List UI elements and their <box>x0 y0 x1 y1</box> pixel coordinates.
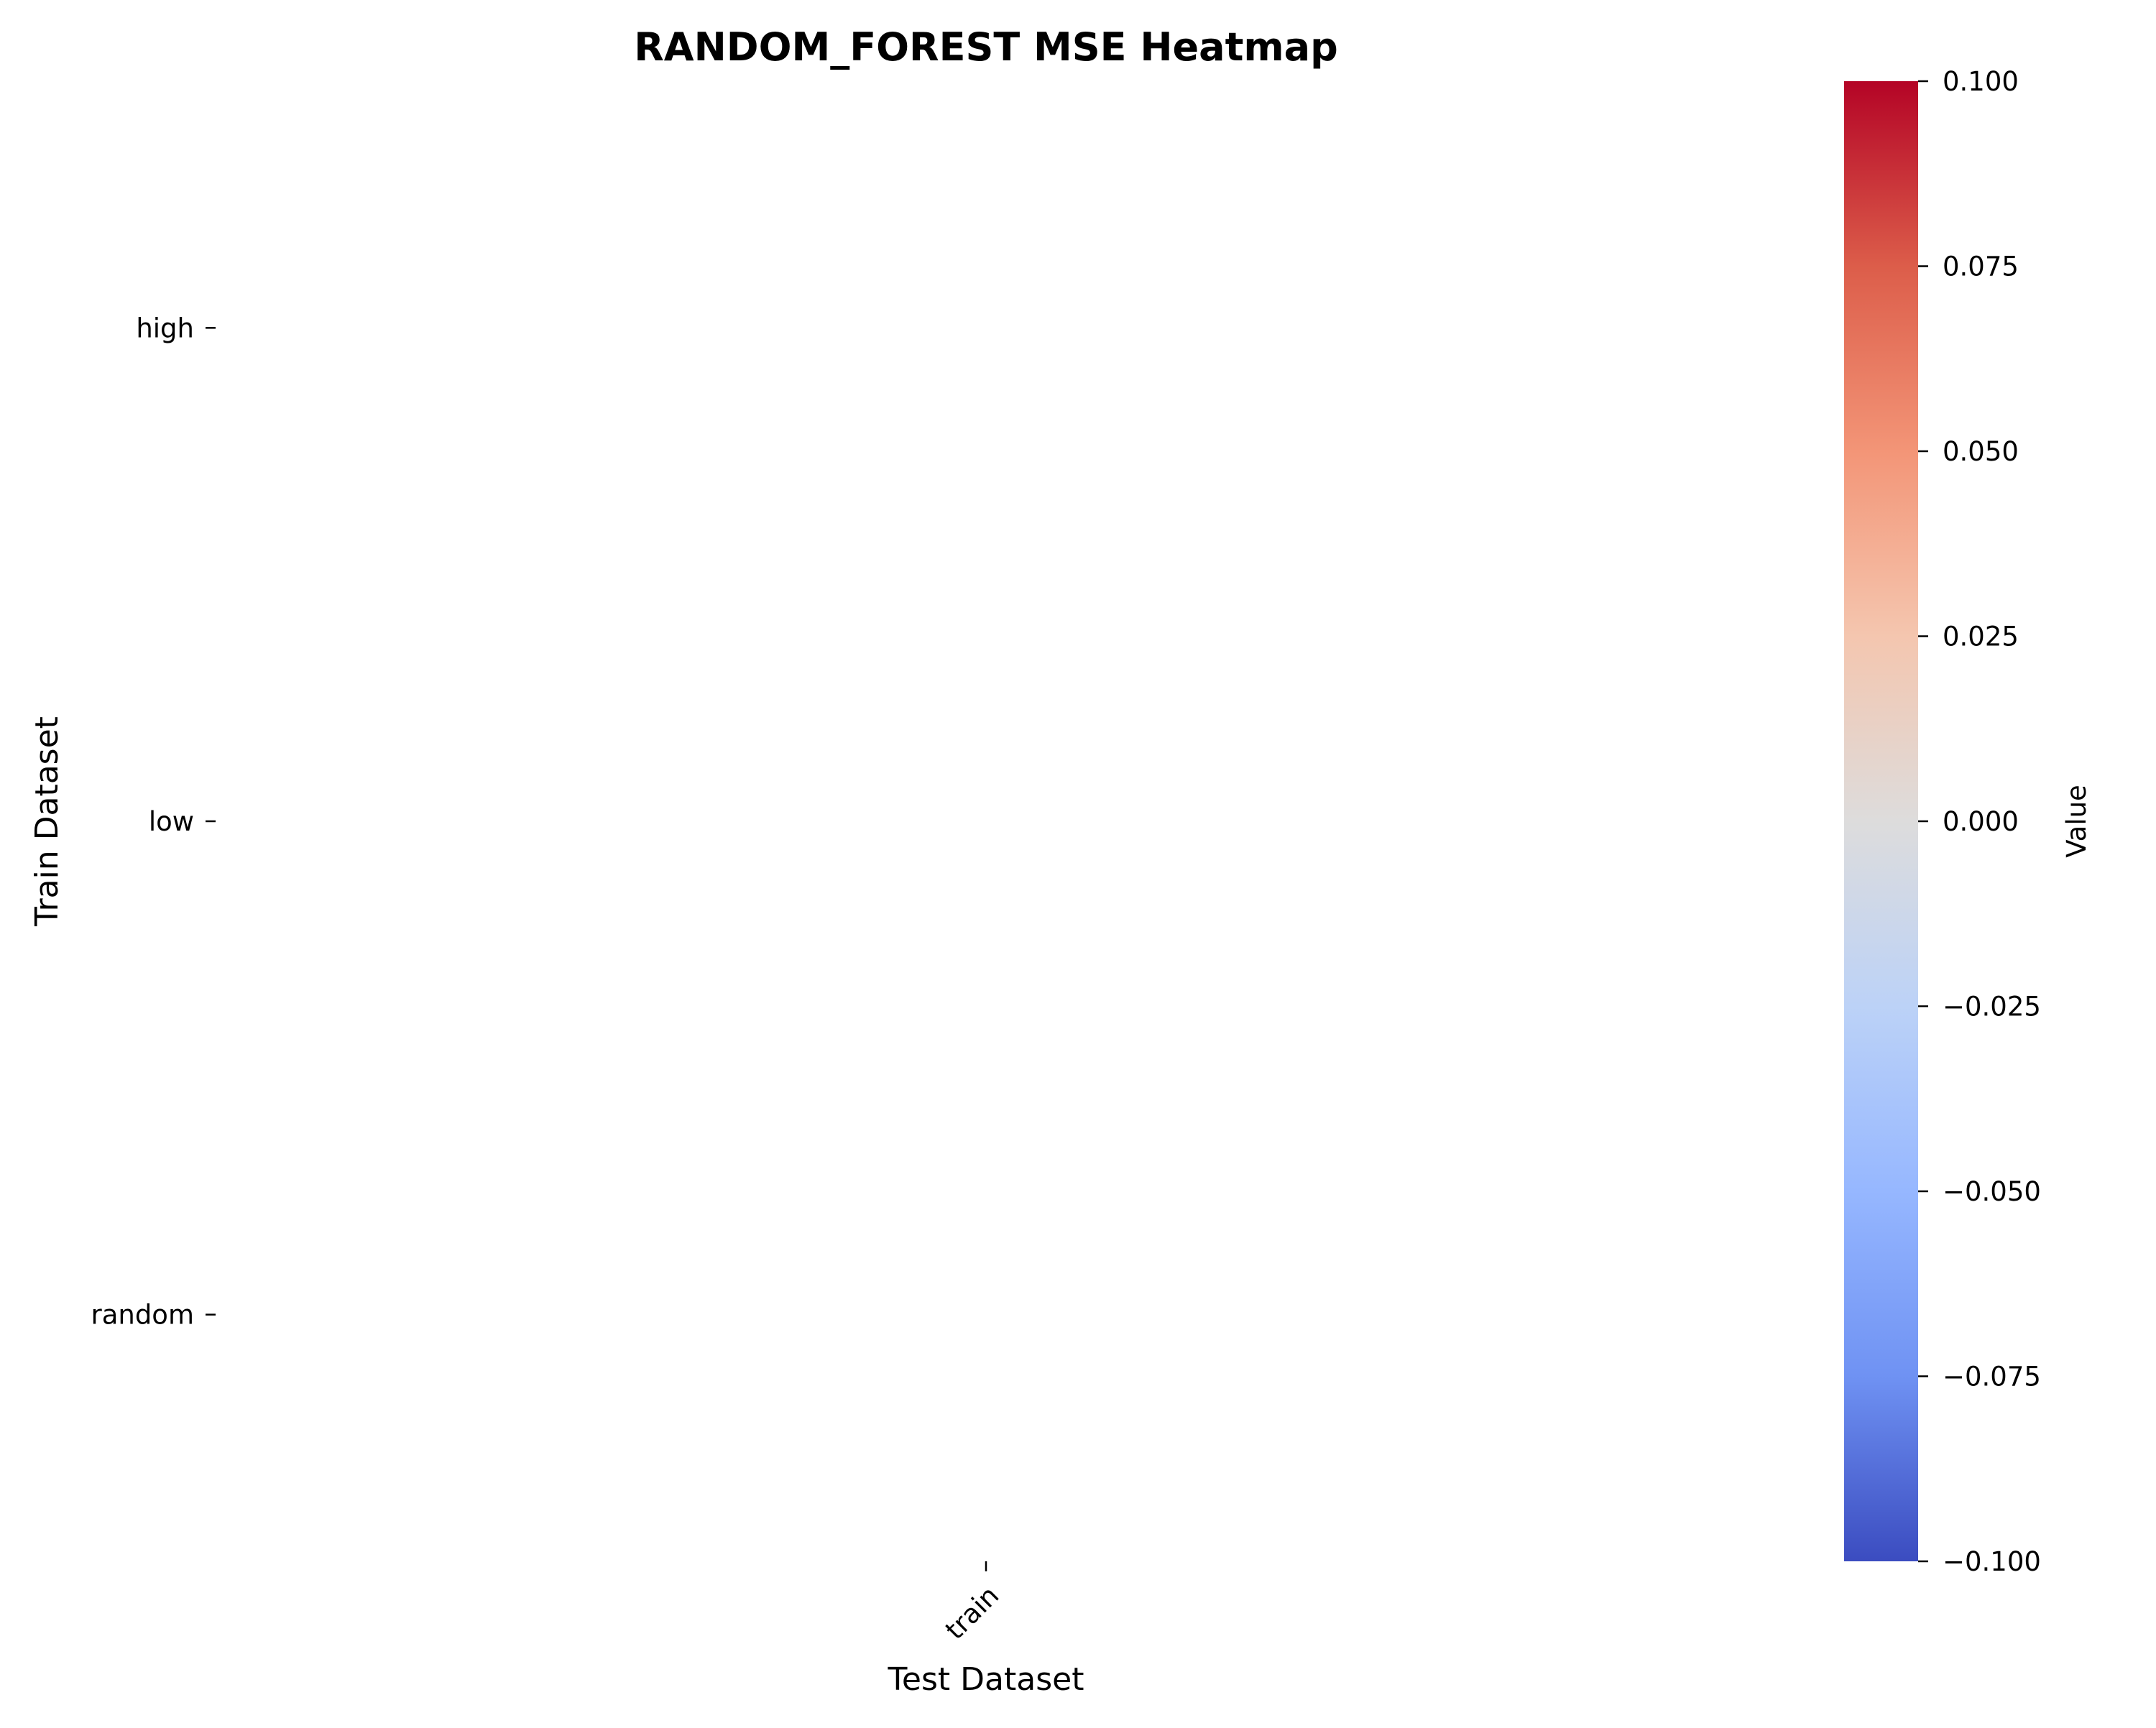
colorbar-tick-label: 0.100 <box>1943 66 2019 97</box>
colorbar-ticks: 0.100 0.075 0.050 0.025 0.000 −0.025 −0.050 −0.… <box>1918 66 2041 1577</box>
colorbar-tick-label: −0.100 <box>1943 1546 2041 1577</box>
colorbar-label: Value <box>2061 785 2092 858</box>
x-axis-label: Test Dataset <box>888 1661 1084 1698</box>
y-axis: high low random <box>91 313 216 1331</box>
colorbar-tick-label: −0.075 <box>1943 1362 2041 1392</box>
colorbar <box>1844 81 1918 1561</box>
colorbar-tick-label: 0.000 <box>1943 806 2019 837</box>
heatmap-cell <box>216 81 1756 575</box>
y-tick-label: high <box>136 313 194 343</box>
chart-title: RANDOM_FOREST MSE Heatmap <box>634 24 1338 70</box>
heatmap-plot-area <box>216 81 1756 1561</box>
colorbar-tick-label: 0.075 <box>1943 251 2019 282</box>
colorbar-tick-label: 0.050 <box>1943 436 2019 467</box>
heatmap-cell <box>216 1068 1756 1561</box>
colorbar-tick-label: 0.025 <box>1943 622 2019 652</box>
colorbar-tick-label: −0.025 <box>1943 992 2041 1022</box>
y-tick-label: random <box>91 1300 194 1331</box>
heatmap-cell <box>216 575 1756 1068</box>
y-axis-label: Train Dataset <box>29 716 65 927</box>
x-axis: train <box>939 1561 1005 1645</box>
x-tick-label: train <box>939 1580 1005 1645</box>
y-tick-label: low <box>149 806 194 837</box>
colorbar-tick-label: −0.050 <box>1943 1176 2041 1207</box>
